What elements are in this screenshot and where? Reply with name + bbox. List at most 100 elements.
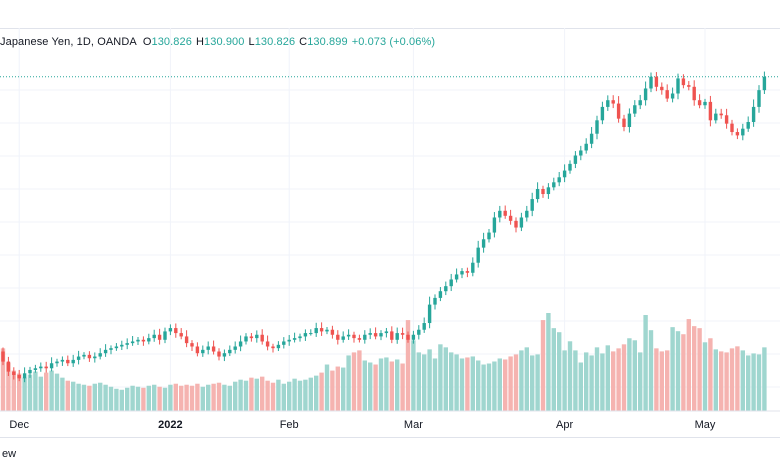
candle-body [708,101,713,121]
candle-body [168,328,173,332]
candle-body [87,354,92,359]
volume-bar [578,362,583,411]
volume-bar [470,356,475,411]
candle-body [28,369,32,374]
candle-body [125,343,129,345]
volume-bar [351,352,357,411]
volume-bar [389,361,394,411]
candle-body [508,215,513,221]
volume-bar [648,330,654,411]
candle-body [298,336,302,339]
candle-body [681,78,686,86]
candle-body [665,90,669,99]
volume-bar [584,352,589,411]
volume-bar [216,382,222,411]
volume-bar [702,342,708,411]
candle-body [206,346,210,350]
volume-bar [98,382,103,411]
candle-body [265,341,270,347]
volume-bar [6,362,11,411]
volume-bar [265,380,270,411]
volume-bar [141,387,146,411]
candle-body [244,336,248,342]
candle-body [12,371,16,375]
volume-bar [162,387,168,411]
volume-bar [368,362,373,411]
candle-body [724,115,729,124]
volume-bar [492,361,497,411]
volume-bar [740,350,745,411]
candle-body [130,341,135,344]
symbol-legend: Japanese Yen, 1D, OANDA O130.826 H130.900 L… [0,36,439,48]
volume-bar [627,338,632,411]
candle-body [152,334,156,339]
volume-bar [659,351,664,411]
candle-body [287,339,291,342]
volume-bar [60,377,65,411]
candle-body [557,177,561,183]
volume-bar [621,344,627,411]
volume-bar [670,327,675,411]
volume-bar [692,326,697,411]
candle-body [471,262,475,273]
volume-bar [551,328,556,411]
candle-body [714,113,718,121]
volume-bar [557,332,562,411]
candle-body [438,291,443,298]
candle-body [584,143,588,151]
candle-body [163,331,167,340]
volume-bar [411,340,416,411]
volume-bar [686,319,691,411]
candle-body [282,341,286,345]
volume-bar [713,349,718,411]
volume-bar [314,375,319,411]
candle-body [390,331,394,340]
volume-bar [567,341,573,411]
volume-bar [465,357,470,411]
volume-bar [173,383,178,411]
candle-body [6,361,11,372]
candle-body [363,334,367,340]
candle-body [136,339,140,342]
volume-bar [135,386,141,411]
bottom-toolbar-label[interactable]: ew [2,448,17,460]
symbol-name: Japanese Yen, 1D, OANDA [0,36,137,48]
volume-bar [632,340,637,411]
volume-bar [146,385,151,411]
candle-body [692,86,696,101]
candle-body [503,210,507,216]
time-axis-label: May [695,419,716,431]
candle-body [222,353,227,357]
candle-body [179,333,183,337]
candle-body [735,132,740,136]
time-axis-label: Feb [280,419,299,431]
volume-bar [746,355,751,411]
volume-bar [497,358,502,411]
volume-bar [119,389,124,411]
volume-bar [600,353,605,411]
candle-body [93,356,97,359]
candle-body [357,338,362,340]
volume-bar [184,384,189,411]
volume-bar [249,377,254,411]
volume-bar [54,373,60,411]
candle-body [76,356,81,360]
candle-body [17,374,21,379]
candle-body [60,359,65,362]
volume-bar [71,381,76,411]
volume-bar [605,345,610,411]
volume-bar [357,350,362,411]
candle-body [368,333,372,335]
volume-bar [546,313,551,411]
volume-bar [665,350,670,411]
candle-body [39,366,43,369]
candle-body [400,333,405,335]
candle-body [627,113,632,128]
volume-bar [308,377,313,411]
candle-body [184,336,189,344]
candle-body [346,334,351,337]
candle-body [271,346,275,349]
candle-body [201,349,205,354]
candle-body [670,93,675,99]
